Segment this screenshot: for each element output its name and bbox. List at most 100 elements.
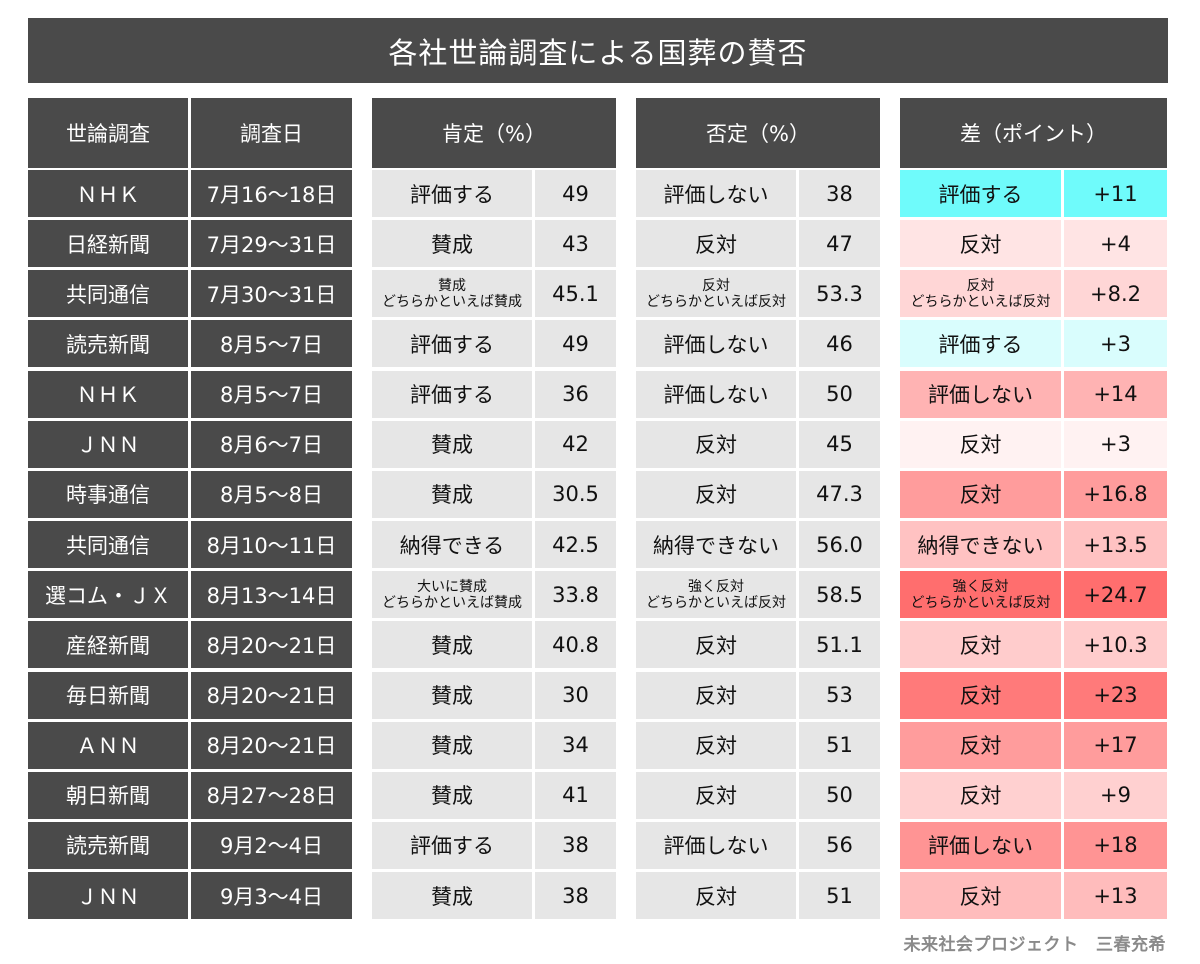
diff-label-cell: 反対: [900, 721, 1061, 769]
survey-cell: 選コム・ＪＸ: [28, 571, 188, 619]
date-cell: 8月5〜8日: [191, 470, 352, 518]
diff-value-cell: +18: [1064, 821, 1167, 869]
approve-value-cell: 43: [535, 220, 616, 268]
survey-cell: ＮＨＫ: [28, 370, 188, 418]
disapprove-value-cell: 51: [799, 872, 880, 920]
diff-label-cell: 反対: [900, 420, 1061, 468]
diff-label-cell: 反対: [900, 220, 1061, 268]
survey-cell: ＡＮＮ: [28, 721, 188, 769]
survey-cell: 時事通信: [28, 470, 188, 518]
survey-cell: 毎日新聞: [28, 671, 188, 719]
approve-value-cell: 42.5: [535, 521, 616, 569]
date-cell: 8月20〜21日: [191, 621, 352, 669]
disapprove-label-cell: 評価しない: [636, 320, 796, 368]
diff-label-cell: 反対: [900, 771, 1061, 819]
date-cell: 8月13〜14日: [191, 571, 352, 619]
disapprove-value-cell: 38: [799, 170, 880, 217]
survey-cell: ＪＮＮ: [28, 420, 188, 468]
survey-cell: 共同通信: [28, 521, 188, 569]
approve-label-cell: 賛成 どちらかといえば賛成: [372, 270, 532, 318]
approve-value-cell: 49: [535, 170, 616, 217]
disapprove-value-cell: 46: [799, 320, 880, 368]
approve-label-cell: 賛成: [372, 470, 532, 518]
diff-value-cell: +3: [1064, 320, 1167, 368]
approve-label-cell: 大いに賛成 どちらかといえば賛成: [372, 571, 532, 619]
survey-cell: 産経新聞: [28, 621, 188, 669]
disapprove-value-cell: 50: [799, 771, 880, 819]
approve-label-cell: 賛成: [372, 220, 532, 268]
diff-label-cell: 納得できない: [900, 521, 1061, 569]
disapprove-label-cell: 反対: [636, 621, 796, 669]
disapprove-value-cell: 51.1: [799, 621, 880, 669]
approve-value-cell: 38: [535, 872, 616, 920]
header-date: 調査日: [191, 98, 352, 168]
approve-value-cell: 41: [535, 771, 616, 819]
date-cell: 9月2〜4日: [191, 821, 352, 869]
approve-label-cell: 賛成: [372, 420, 532, 468]
approve-value-cell: 30: [535, 671, 616, 719]
diff-label-cell: 反対: [900, 621, 1061, 669]
disapprove-label-cell: 評価しない: [636, 821, 796, 869]
approve-label-cell: 評価する: [372, 370, 532, 418]
diff-value-cell: +17: [1064, 721, 1167, 769]
disapprove-label-cell: 納得できない: [636, 521, 796, 569]
disapprove-label-cell: 評価しない: [636, 370, 796, 418]
disapprove-value-cell: 47.3: [799, 470, 880, 518]
header-disapprove: 否定（%）: [636, 98, 880, 168]
diff-label-cell: 反対 どちらかといえば反対: [900, 270, 1061, 318]
diff-label-cell: 評価しない: [900, 370, 1061, 418]
approve-value-cell: 38: [535, 821, 616, 869]
chart-title: 各社世論調査による国葬の賛否: [28, 18, 1168, 83]
disapprove-label-cell: 反対: [636, 470, 796, 518]
approve-label-cell: 賛成: [372, 671, 532, 719]
diff-label-cell: 評価する: [900, 320, 1061, 368]
diff-label-cell: 反対: [900, 872, 1061, 920]
diff-value-cell: +16.8: [1064, 470, 1167, 518]
diff-value-cell: +24.7: [1064, 571, 1167, 619]
diff-label-cell: 評価する: [900, 170, 1061, 217]
diff-value-cell: +8.2: [1064, 270, 1167, 318]
disapprove-value-cell: 45: [799, 420, 880, 468]
survey-cell: ＪＮＮ: [28, 872, 188, 920]
diff-value-cell: +14: [1064, 370, 1167, 418]
approve-value-cell: 49: [535, 320, 616, 368]
disapprove-value-cell: 58.5: [799, 571, 880, 619]
diff-value-cell: +23: [1064, 671, 1167, 719]
diff-value-cell: +13: [1064, 872, 1167, 920]
disapprove-value-cell: 47: [799, 220, 880, 268]
diff-value-cell: +4: [1064, 220, 1167, 268]
approve-value-cell: 42: [535, 420, 616, 468]
date-cell: 7月16〜18日: [191, 170, 352, 217]
disapprove-label-cell: 反対: [636, 771, 796, 819]
date-cell: 7月29〜31日: [191, 220, 352, 268]
diff-value-cell: +10.3: [1064, 621, 1167, 669]
date-cell: 8月10〜11日: [191, 521, 352, 569]
survey-cell: 日経新聞: [28, 220, 188, 268]
disapprove-value-cell: 53.3: [799, 270, 880, 318]
disapprove-value-cell: 50: [799, 370, 880, 418]
approve-label-cell: 評価する: [372, 170, 532, 217]
date-cell: 8月5〜7日: [191, 320, 352, 368]
survey-cell: 読売新聞: [28, 821, 188, 869]
date-cell: 8月6〜7日: [191, 420, 352, 468]
disapprove-value-cell: 51: [799, 721, 880, 769]
approve-label-cell: 賛成: [372, 872, 532, 920]
date-cell: 8月5〜7日: [191, 370, 352, 418]
survey-cell: 朝日新聞: [28, 771, 188, 819]
disapprove-value-cell: 53: [799, 671, 880, 719]
survey-cell: 共同通信: [28, 270, 188, 318]
diff-label-cell: 反対: [900, 470, 1061, 518]
disapprove-label-cell: 強く反対 どちらかといえば反対: [636, 571, 796, 619]
approve-value-cell: 33.8: [535, 571, 616, 619]
date-cell: 8月20〜21日: [191, 671, 352, 719]
header-approve: 肯定（%）: [372, 98, 616, 168]
approve-value-cell: 34: [535, 721, 616, 769]
approve-label-cell: 賛成: [372, 621, 532, 669]
credit-text: 未来社会プロジェクト 三春充希: [903, 935, 1166, 955]
disapprove-label-cell: 反対: [636, 721, 796, 769]
date-cell: 9月3〜4日: [191, 872, 352, 920]
approve-label-cell: 評価する: [372, 320, 532, 368]
approve-value-cell: 40.8: [535, 621, 616, 669]
disapprove-value-cell: 56.0: [799, 521, 880, 569]
disapprove-label-cell: 反対: [636, 671, 796, 719]
